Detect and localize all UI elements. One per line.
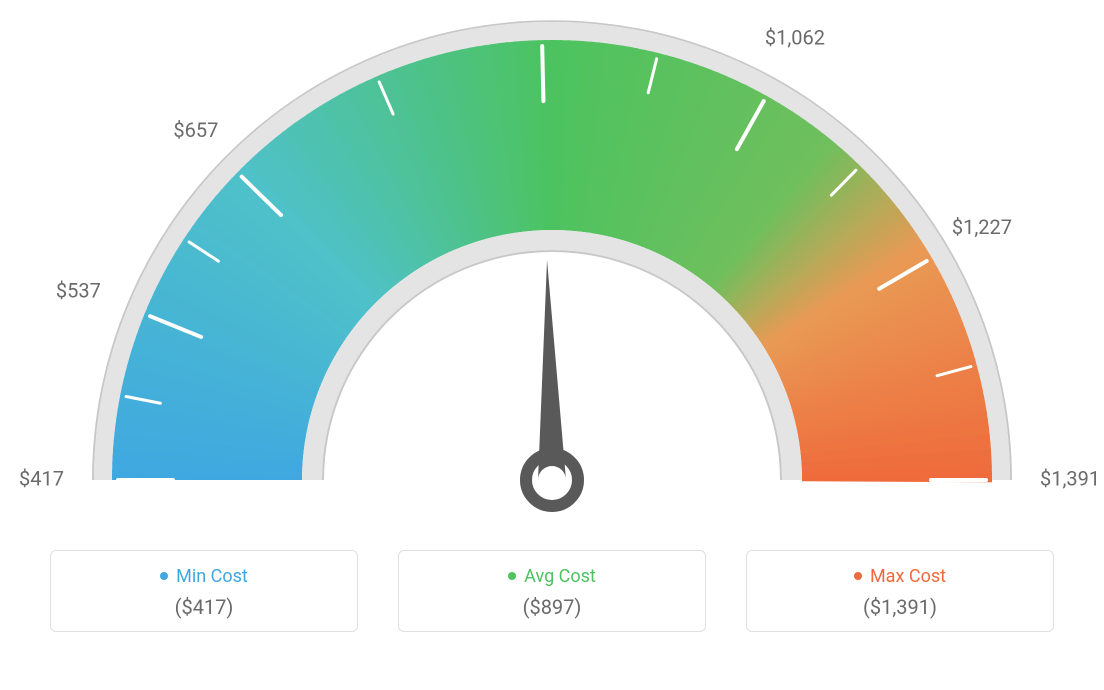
legend-box-avg: Avg Cost ($897) xyxy=(398,550,706,632)
legend-dot-max xyxy=(854,572,862,580)
legend-value-avg: ($897) xyxy=(409,595,695,619)
legend-dot-avg xyxy=(508,572,516,580)
legend-label-avg: Avg Cost xyxy=(524,566,596,587)
gauge-tick-label: $1,227 xyxy=(952,215,1012,239)
gauge-needle xyxy=(538,260,566,480)
gauge-chart: $417$537$657$897$1,062$1,227$1,391 xyxy=(0,0,1104,540)
legend-dot-min xyxy=(160,572,168,580)
legend-label-min: Min Cost xyxy=(176,566,248,587)
legend-value-max: ($1,391) xyxy=(757,595,1043,619)
gauge-tick-label: $1,391 xyxy=(1040,466,1100,490)
legend-box-min: Min Cost ($417) xyxy=(50,550,358,632)
legend-title-min: Min Cost xyxy=(160,566,248,587)
gauge-tick-label: $417 xyxy=(19,466,64,490)
gauge-tick-label: $537 xyxy=(56,278,101,302)
gauge-svg: $417$537$657$897$1,062$1,227$1,391 xyxy=(0,0,1104,540)
legend-value-min: ($417) xyxy=(61,595,347,619)
legend-title-avg: Avg Cost xyxy=(508,566,596,587)
legend-label-max: Max Cost xyxy=(870,566,946,587)
legend-title-max: Max Cost xyxy=(854,566,946,587)
legend-row: Min Cost ($417) Avg Cost ($897) Max Cost… xyxy=(0,550,1104,632)
gauge-tick-label: $1,062 xyxy=(765,26,825,50)
legend-box-max: Max Cost ($1,391) xyxy=(746,550,1054,632)
gauge-tick-label: $657 xyxy=(173,118,218,142)
